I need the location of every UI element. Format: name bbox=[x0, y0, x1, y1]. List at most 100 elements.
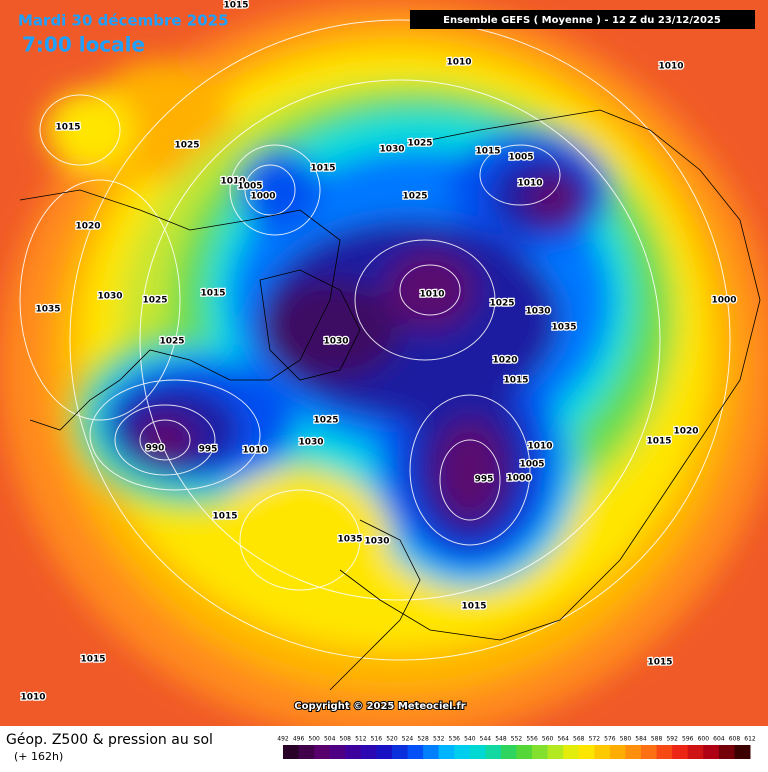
isobar-label: 1000 bbox=[506, 474, 531, 484]
isobar-label: 1000 bbox=[711, 296, 736, 306]
isobar-label: 1030 bbox=[298, 438, 323, 448]
isobar-label: 1025 bbox=[313, 416, 338, 426]
isobar-label: 1015 bbox=[647, 658, 672, 668]
colorbar-label: 592 bbox=[666, 736, 678, 743]
isobar-label: 1005 bbox=[519, 460, 544, 470]
isobar-label: 990 bbox=[146, 444, 165, 454]
isobar-label: 1035 bbox=[551, 323, 576, 333]
colorbar-cell bbox=[718, 745, 735, 759]
isobar-label: 1015 bbox=[212, 512, 237, 522]
isobar-label: 1025 bbox=[142, 296, 167, 306]
colorbar-cell bbox=[283, 745, 300, 759]
geopotential-field: 1015101510251010100510001015103010251010… bbox=[0, 0, 768, 726]
colorbar: 492 496 500 504 508 512 516 520 524 528 532 536 540 5… bbox=[277, 736, 756, 759]
colorbar-cell bbox=[687, 745, 704, 759]
colorbar-label: 552 bbox=[511, 736, 523, 743]
colorbar-cell bbox=[345, 745, 362, 759]
colorbar-label: 608 bbox=[729, 736, 741, 743]
colorbar-label: 572 bbox=[589, 736, 601, 743]
colorbar-cell bbox=[594, 745, 611, 759]
colorbar-label: 604 bbox=[713, 736, 725, 743]
colorbar-cell bbox=[500, 745, 517, 759]
colorbar-label: 588 bbox=[651, 736, 663, 743]
colorbar-label: 536 bbox=[449, 736, 461, 743]
colorbar-cell bbox=[625, 745, 642, 759]
isobar-label: 1015 bbox=[223, 1, 248, 11]
colorbar-cell bbox=[656, 745, 673, 759]
colorbar-cell bbox=[578, 745, 595, 759]
colorbar-cell bbox=[609, 745, 626, 759]
colorbar-label: 584 bbox=[635, 736, 647, 743]
isobar-label: 1020 bbox=[492, 356, 517, 366]
colorbar-label: 600 bbox=[698, 736, 710, 743]
isobar-label: 1025 bbox=[402, 192, 427, 202]
colorbar-label: 544 bbox=[480, 736, 492, 743]
colorbar-label: 596 bbox=[682, 736, 694, 743]
isobar-label: 1020 bbox=[673, 427, 698, 437]
isobar-label: 1015 bbox=[80, 655, 105, 665]
isobar-label: 1005 bbox=[237, 182, 262, 192]
colorbar-cell bbox=[672, 745, 689, 759]
isobar-label: 1015 bbox=[503, 376, 528, 386]
colorbar-cell bbox=[438, 745, 455, 759]
copyright: Copyright © 2025 Meteociel.fr bbox=[294, 701, 465, 712]
isobar-label: 1010 bbox=[20, 693, 45, 703]
colorbar-cell bbox=[391, 745, 409, 759]
isobar-label: 1010 bbox=[446, 58, 471, 68]
colorbar-label: 540 bbox=[464, 736, 476, 743]
colorbar-label: 516 bbox=[371, 736, 383, 743]
colorbar-label: 580 bbox=[620, 736, 632, 743]
colorbar-cell bbox=[376, 745, 393, 759]
isobar-label: 1010 bbox=[527, 442, 552, 452]
colorbar-cell bbox=[547, 745, 564, 759]
colorbar-label: 492 bbox=[277, 736, 289, 743]
isobar-label: 1025 bbox=[407, 139, 432, 149]
footer-title: Géop. Z500 & pression au sol bbox=[6, 732, 213, 748]
isobar-label: 1015 bbox=[200, 289, 225, 299]
model-info: Ensemble GEFS ( Moyenne ) - 12 Z du 23/1… bbox=[443, 15, 721, 26]
colorbar-label: 568 bbox=[573, 736, 585, 743]
colorbar-label: 512 bbox=[355, 736, 367, 743]
isobar-label: 1025 bbox=[174, 141, 199, 151]
isobar-label: 1015 bbox=[55, 123, 80, 133]
colorbar-label: 528 bbox=[417, 736, 429, 743]
isobar-label: 1035 bbox=[337, 535, 362, 545]
isobar-label: 1015 bbox=[475, 147, 500, 157]
isobar-label: 1015 bbox=[461, 602, 486, 612]
colorbar-label: 564 bbox=[557, 736, 569, 743]
isobar-label: 1025 bbox=[489, 299, 514, 309]
isobar-label: 995 bbox=[199, 445, 218, 455]
isobar-label: 1010 bbox=[517, 179, 542, 189]
colorbar-cell bbox=[485, 745, 502, 759]
isobar-label: 995 bbox=[475, 475, 494, 485]
colorbar-label: 496 bbox=[293, 736, 305, 743]
colorbar-cell bbox=[298, 745, 315, 759]
isobar-label: 1010 bbox=[419, 290, 444, 300]
colorbar-label: 504 bbox=[324, 736, 336, 743]
model-box bbox=[410, 10, 755, 29]
colorbar-cell bbox=[563, 745, 580, 759]
isobar-label: 1035 bbox=[35, 305, 60, 315]
isobar-label: 1010 bbox=[658, 62, 683, 72]
isobar-labels: 1015101510251010100510001015103010251010… bbox=[19, 0, 738, 704]
colorbar-cell bbox=[703, 745, 720, 759]
colorbar-cell bbox=[423, 745, 440, 759]
colorbar-label: 500 bbox=[308, 736, 320, 743]
colorbar-cell bbox=[516, 745, 533, 759]
colorbar-label: 524 bbox=[402, 736, 414, 743]
colorbar-label: 612 bbox=[744, 736, 756, 743]
isobar-label: 1010 bbox=[242, 446, 267, 456]
isobar-label: 1015 bbox=[310, 164, 335, 174]
isobar-label: 1015 bbox=[646, 437, 671, 447]
coastlines bbox=[19, 109, 761, 691]
colorbar-cell bbox=[360, 745, 377, 759]
colorbar-label: 532 bbox=[433, 736, 445, 743]
isobar-label: 1030 bbox=[323, 337, 348, 347]
colorbar-cell bbox=[532, 745, 549, 759]
isobar-label: 1030 bbox=[97, 292, 122, 302]
colorbar-cell bbox=[314, 745, 331, 759]
colorbar-cell bbox=[329, 745, 346, 759]
isobar-label: 1010 bbox=[220, 177, 245, 187]
isobar-label: 1030 bbox=[379, 145, 404, 155]
